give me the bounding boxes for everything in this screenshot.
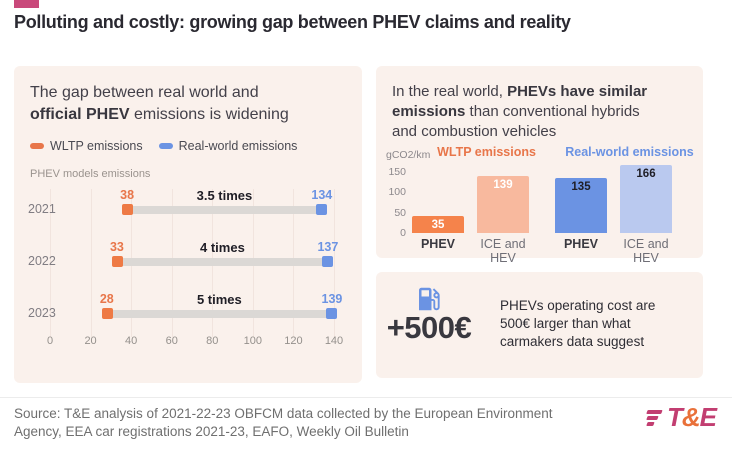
cmp-heading-line1-pre: In the real world,	[392, 83, 508, 100]
bar-value: 35	[431, 219, 445, 232]
wltp-marker	[111, 256, 123, 267]
dumbbell-track	[106, 309, 332, 318]
gap-multiplier-label: 5 times	[196, 291, 242, 307]
y-axis-tick: 150	[388, 165, 406, 178]
footer-divider	[0, 397, 732, 398]
logo-ampersand: &	[681, 402, 701, 432]
gap-heading-rest: emissions is widening	[129, 105, 289, 123]
bar-chart-labels-row: gCO2/km WLTP emissions Real-world emissi…	[386, 145, 694, 161]
group-label-real-world: Real-world emissions	[565, 145, 694, 160]
bar-ice-and-hev	[620, 165, 672, 234]
x-axis-tick: 80	[206, 334, 219, 347]
y-axis-tick: 0	[400, 227, 406, 240]
y-axis-unit-label: gCO2/km	[386, 149, 431, 162]
bar-value: 135	[571, 180, 591, 193]
gap-heading-line1: The gap between real world and	[30, 84, 259, 101]
wltp-swatch-icon	[30, 142, 44, 149]
x-axis-tick: 20	[84, 334, 97, 347]
cmp-heading-line2-rest: than conventional hybrids	[465, 103, 640, 121]
gridline	[334, 188, 335, 337]
year-label: 2023	[28, 305, 56, 320]
dumbbell-chart: 0 20 40 60 80 100 120 140 2021 38 134 3.5 times 2022…	[28, 185, 346, 357]
bar-value: 166	[636, 168, 656, 181]
legend: WLTP emissions Real-world emissions	[30, 139, 346, 153]
cmp-heading-line2-bold: emissions	[392, 103, 466, 121]
te-logo-text: T&E	[666, 402, 717, 432]
real-world-marker	[316, 204, 328, 215]
gap-multiplier-label: 3.5 times	[196, 187, 253, 203]
real-world-value: 139	[321, 291, 343, 306]
bar-ice-and-hev	[477, 176, 529, 234]
x-axis-tick: 140	[324, 334, 344, 347]
x-axis-tick: 60	[165, 334, 178, 347]
cmp-heading-line3: and combustion vehicles	[392, 123, 557, 141]
gridline	[90, 188, 92, 337]
bar-chart: 0 50 100 150 35 PHEV 139 ICE and HEV 135 PHEV 166 I…	[388, 163, 687, 265]
bar-category-label: ICE and HEV	[480, 237, 526, 266]
x-axis-tick: 40	[125, 334, 138, 347]
fuel-pump-icon	[419, 287, 440, 311]
real-world-swatch-icon	[158, 142, 173, 149]
comparison-panel-heading: In the real world, PHEVs have similar em…	[392, 82, 687, 142]
dumbbell-track	[127, 205, 322, 214]
bar-value: 139	[493, 179, 513, 192]
bar-phev	[555, 177, 607, 234]
cost-amount: +500€	[386, 310, 472, 345]
y-axis-tick: 50	[394, 206, 406, 219]
wltp-value: 33	[109, 239, 124, 254]
page-title: Polluting and costly: growing gap betwee…	[14, 12, 571, 32]
logo-stripe	[646, 416, 659, 420]
cmp-heading-line1: In the real world, PHEVs have similar	[392, 82, 687, 102]
real-world-marker	[326, 308, 338, 319]
gap-multiplier-label: 4 times	[200, 239, 245, 255]
y-axis-tick: 100	[388, 186, 406, 199]
logo-stripe	[646, 410, 663, 414]
gap-heading-line2: official PHEV emissions is widening	[30, 104, 346, 126]
year-label: 2022	[28, 253, 56, 268]
real-world-marker	[322, 256, 334, 267]
cost-description: PHEVs operating cost are 500€ larger tha…	[500, 298, 656, 350]
accent-bar	[14, 0, 39, 8]
wltp-marker	[101, 308, 113, 319]
x-axis-tick: 0	[46, 334, 54, 347]
legend-item-wltp: WLTP emissions	[30, 139, 143, 153]
te-logo: T&E	[646, 402, 717, 432]
year-label: 2021	[28, 201, 56, 216]
x-axis-tick: 100	[243, 334, 263, 347]
footer-source: Source: T&E analysis of 2021-22-23 OBFCM…	[14, 406, 553, 439]
gridline	[50, 188, 51, 337]
dumbbell-chart-label: PHEV models emissions	[30, 167, 151, 180]
cmp-heading-line1-bold: PHEVs have similar	[507, 83, 648, 100]
logo-stripe	[646, 422, 655, 426]
real-world-value: 134	[311, 187, 333, 202]
wltp-value: 38	[120, 187, 135, 202]
legend-label-wltp: WLTP emissions	[50, 138, 143, 153]
wltp-value: 28	[99, 291, 114, 306]
bar-phev	[412, 216, 464, 234]
gap-panel: The gap between real world and official …	[14, 66, 362, 383]
cost-panel: +500€ PHEVs operating cost are 500€ larg…	[376, 272, 703, 378]
legend-label-real-world: Real-world emissions	[178, 138, 298, 153]
group-label-wltp: WLTP emissions	[437, 145, 536, 160]
dumbbell-track	[116, 257, 328, 266]
comparison-panel: In the real world, PHEVs have similar em…	[376, 66, 703, 265]
gap-heading-bold: official PHEV	[30, 105, 130, 123]
wltp-marker	[122, 204, 134, 215]
gap-panel-heading: The gap between real world and official …	[30, 82, 346, 126]
x-axis-tick: 120	[284, 334, 303, 347]
te-logo-mark-icon	[646, 403, 663, 426]
real-world-value: 137	[317, 239, 339, 254]
bar-category-label: PHEV	[420, 237, 456, 252]
bar-category-label: PHEV	[563, 237, 599, 252]
bar-category-label: ICE and HEV	[623, 237, 669, 266]
logo-letter-e: E	[699, 402, 717, 432]
logo-letter-t: T	[666, 402, 683, 432]
legend-item-real-world: Real-world emissions	[158, 138, 298, 153]
cmp-heading-line2: emissions than conventional hybrids	[392, 102, 687, 122]
